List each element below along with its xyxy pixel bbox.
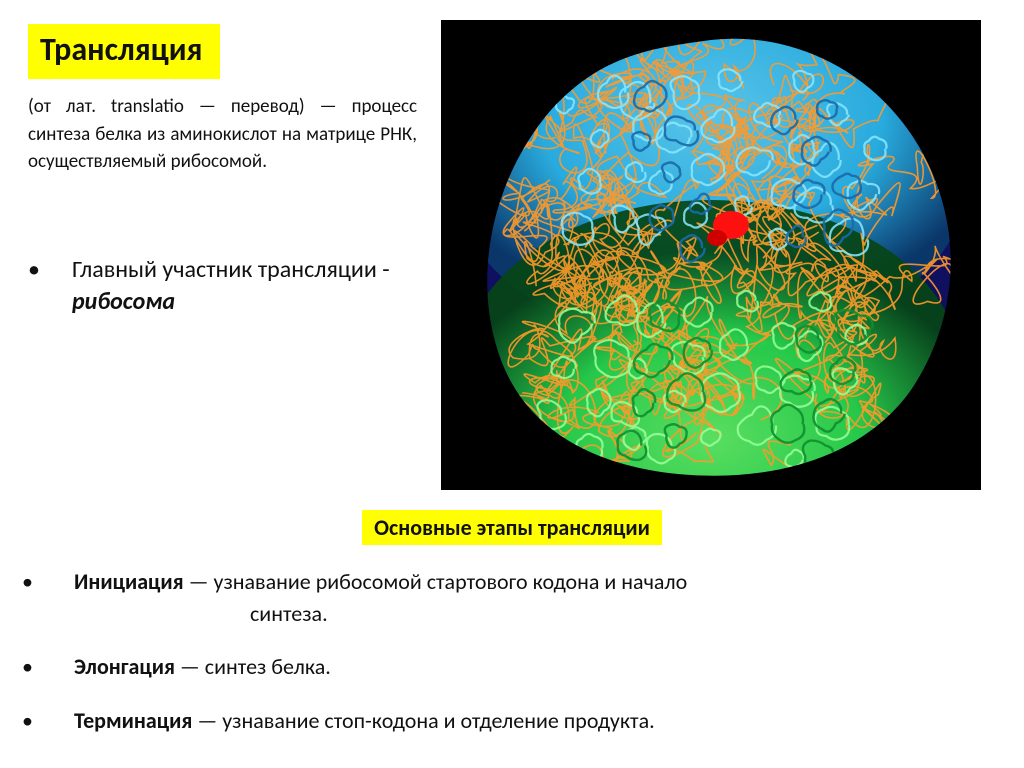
stage-desc: — узнавание рибосомой стартового кодона … (184, 568, 688, 595)
slide-title: Трансляция (28, 24, 220, 79)
main-point: •Главный участник трансляции - рибосома (28, 254, 433, 319)
ribosome-image (441, 20, 981, 490)
main-point-prefix: Главный участник трансляции - (72, 255, 390, 284)
bullet-icon: • (50, 254, 72, 286)
stage-term: Терминация (74, 707, 192, 734)
ribosome-svg (441, 20, 981, 490)
definition-text: (от лат. translatio — перевод) — процесс… (28, 93, 433, 176)
stages-list: •Инициация — узнавание рибосомой стартов… (28, 567, 996, 736)
top-row: Трансляция (от лат. translatio — перевод… (28, 20, 996, 490)
stage-desc: — синтез белка. (175, 653, 331, 680)
section-title-wrap: Основные этапы трансляции (28, 510, 996, 545)
stage-cont: синтеза. (74, 599, 996, 629)
stage-item: •Инициация — узнавание рибосомой стартов… (48, 567, 996, 628)
slide: Трансляция (от лат. translatio — перевод… (0, 0, 1024, 768)
section-title: Основные этапы трансляции (362, 510, 662, 545)
stage-desc: — узнавание стоп-кодона и отделение прод… (192, 707, 654, 734)
bullet-icon: • (48, 706, 74, 736)
stage-item: •Элонгация — синтез белка. (48, 652, 996, 682)
stage-item: •Терминация — узнавание стоп-кодона и от… (48, 706, 996, 736)
bullet-icon: • (48, 652, 74, 682)
stage-term: Элонгация (74, 653, 175, 680)
left-column: Трансляция (от лат. translatio — перевод… (28, 20, 433, 490)
stage-term: Инициация (74, 568, 184, 595)
bullet-icon: • (48, 567, 74, 597)
main-point-emphasis: рибосома (72, 287, 175, 316)
